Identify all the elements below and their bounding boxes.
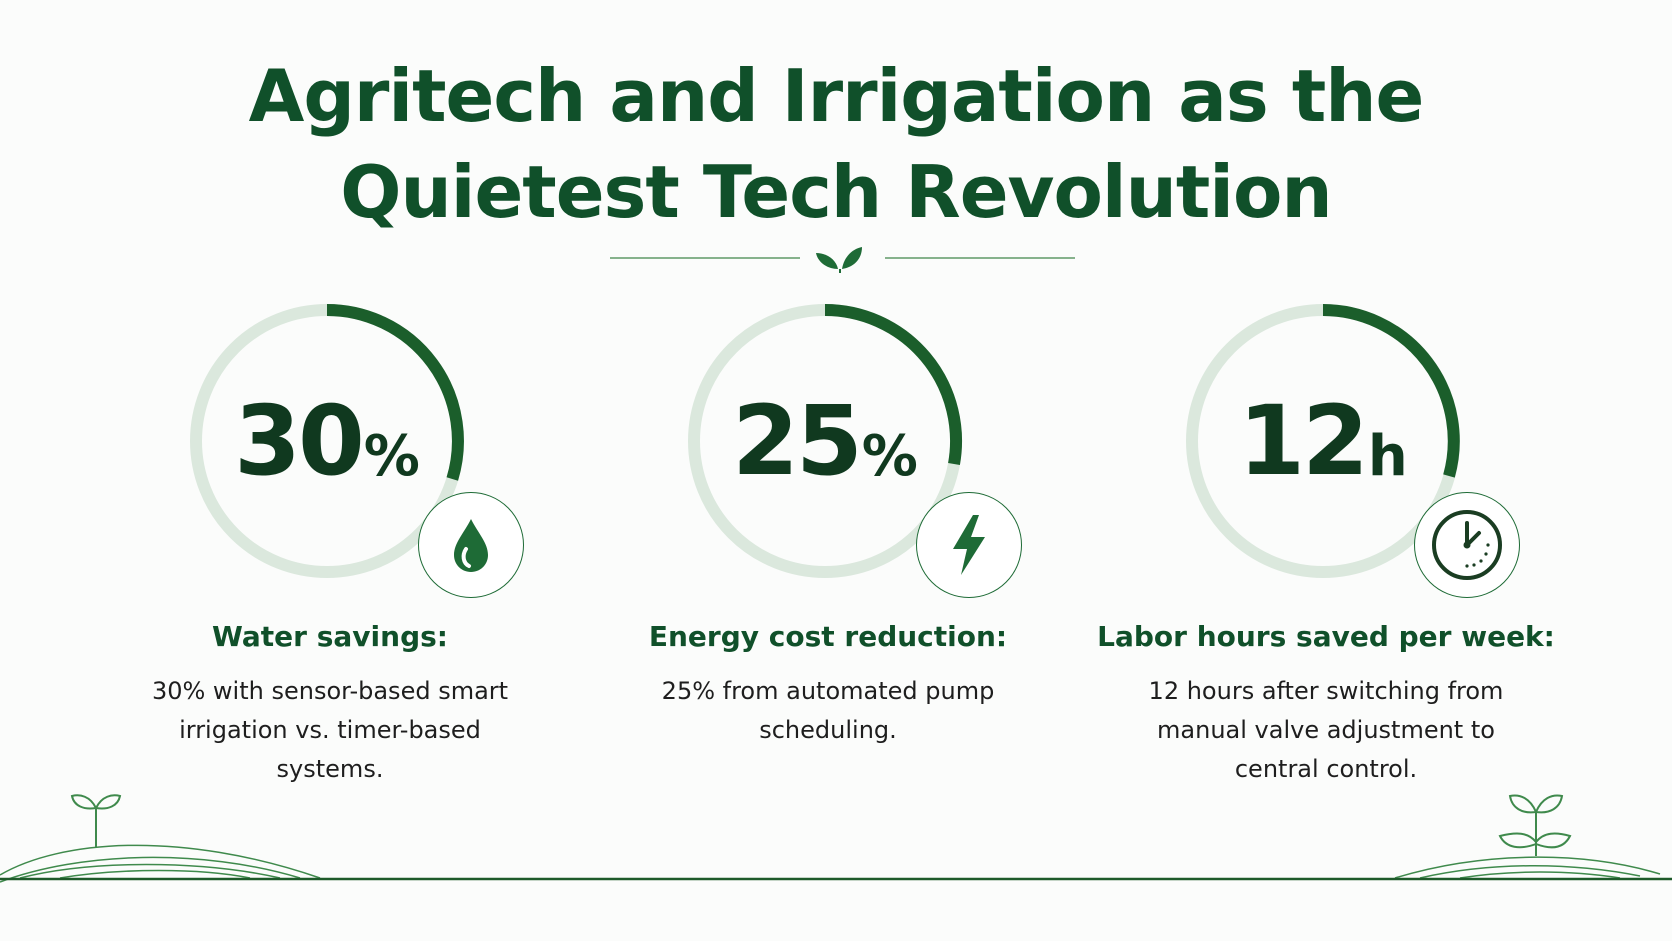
stat-label: Water savings: <box>212 620 448 653</box>
stat-value: 25% <box>680 296 970 586</box>
stat-number: 25 <box>732 385 863 497</box>
page-title: Agritech and Irrigation as the Quietest … <box>0 48 1672 240</box>
right-hills <box>1394 856 1661 879</box>
title-line-1: Agritech and Irrigation as the <box>248 54 1425 138</box>
stat-ring-container: 12 h <box>1076 296 1576 616</box>
sprout-icon-right <box>1498 794 1572 856</box>
progress-ring <box>1186 304 1460 578</box>
leaf-icon <box>816 247 862 273</box>
stat-number: 30 <box>234 385 365 497</box>
lightning-bolt-icon <box>916 492 1022 598</box>
stat-unit: % <box>861 423 918 489</box>
stat-ring-container: 30% <box>80 296 580 616</box>
clock-icon <box>1414 492 1520 598</box>
stat-description: 30% with sensor-based smart irrigation v… <box>151 677 509 783</box>
ring-progress <box>1322 304 1460 478</box>
stat-value: 12 h <box>1178 296 1468 586</box>
ring-progress <box>824 304 962 466</box>
stat-unit: % <box>363 423 420 489</box>
ring-progress <box>326 304 464 481</box>
stat-number: 12 <box>1238 385 1369 497</box>
stat-ring-container: 25% <box>578 296 1078 616</box>
title-line-2: Quietest Tech Revolution <box>340 150 1332 234</box>
stat-unit: h <box>1367 423 1408 489</box>
title-divider <box>610 247 1075 273</box>
ground-decoration <box>0 794 1672 883</box>
stat-label: Energy cost reduction: <box>648 620 1008 653</box>
stat-value: 30% <box>182 296 472 586</box>
progress-ring <box>190 304 464 578</box>
progress-ring <box>688 304 962 578</box>
sprout-icon-left <box>70 794 122 848</box>
stat-description: 25% from automated pump scheduling. <box>661 677 995 744</box>
left-hills <box>0 844 321 883</box>
stat-description: 12 hours after switching from manual val… <box>1148 677 1504 783</box>
water-drop-icon <box>418 492 524 598</box>
stat-label: Labor hours saved per week: <box>1097 620 1555 653</box>
